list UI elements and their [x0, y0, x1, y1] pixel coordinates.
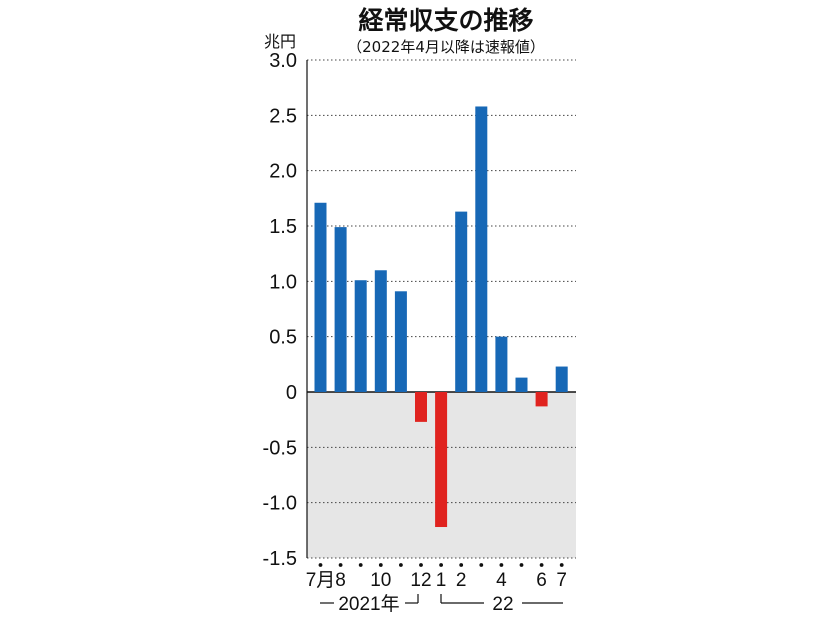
x-tick-dot — [338, 563, 343, 567]
bar-5 — [394, 291, 407, 392]
bar-3 — [354, 280, 367, 392]
x-tick-label: 7月 — [306, 570, 336, 591]
year-label-2021: 2021年 — [338, 593, 399, 615]
bar-9 — [475, 106, 488, 392]
x-tick-label: 8 — [335, 570, 346, 591]
y-tick-label: 3.0 — [269, 50, 297, 72]
x-tick-label: 7 — [556, 570, 567, 591]
x-tick-label: 10 — [370, 570, 391, 591]
x-tick-dot — [358, 563, 363, 567]
x-tick-dot — [519, 563, 524, 567]
year-bracket-2021: 2021年 — [320, 593, 419, 615]
bar-2 — [334, 227, 347, 392]
y-tick-label: 1.5 — [269, 216, 297, 238]
bar-6 — [415, 392, 427, 422]
y-tick-label: 0 — [286, 382, 297, 404]
x-tick-dot — [399, 563, 403, 567]
gridlines — [307, 59, 576, 559]
bar-4 — [374, 270, 387, 392]
x-tick-labels: 7月 8 10 12 1 2 4 6 7 — [306, 563, 567, 591]
y-tick-labels: 3.0 2.5 2.0 1.5 1.0 0.5 0 -0.5 -1.0 -1.5 — [263, 50, 297, 570]
y-tick-label: -1.5 — [263, 548, 297, 570]
y-tick-label: 2.5 — [269, 105, 297, 127]
y-tick-label: -0.5 — [263, 437, 297, 459]
x-tick-dot — [539, 563, 544, 567]
x-tick-label: 2 — [456, 570, 467, 591]
year-bracket-2022: 22 — [440, 594, 563, 615]
x-tick-dot — [479, 563, 484, 567]
x-tick-label: 1 — [436, 570, 447, 591]
x-tick-label: 6 — [536, 570, 547, 591]
bar-7 — [435, 392, 448, 528]
chart-subtitle: （2022年4月以降は速報値） — [347, 38, 545, 56]
y-tick-label: 2.0 — [269, 161, 297, 183]
x-tick-dot — [459, 563, 464, 567]
bar-10 — [495, 336, 508, 392]
bar-13 — [555, 366, 568, 392]
bar-1 — [314, 202, 327, 392]
x-tick-label: 4 — [496, 570, 507, 591]
bar-8 — [455, 211, 468, 392]
bar-11 — [515, 377, 528, 392]
x-tick-dot — [499, 563, 504, 567]
bars — [314, 106, 568, 528]
y-tick-label: -1.0 — [263, 493, 297, 515]
y-axis-unit: 兆円 — [264, 32, 296, 51]
bar-12 — [535, 392, 548, 407]
x-tick-label: 12 — [410, 570, 431, 591]
x-tick-dot — [318, 563, 323, 567]
x-tick-dot — [419, 563, 423, 567]
chart-title: 経常収支の推移 — [358, 6, 533, 35]
y-tick-label: 0.5 — [269, 327, 297, 349]
y-tick-label: 1.0 — [269, 271, 297, 293]
x-tick-dot — [559, 563, 564, 567]
x-tick-dot — [439, 563, 443, 567]
x-tick-dot — [378, 563, 383, 567]
year-label-2022: 22 — [492, 594, 513, 615]
